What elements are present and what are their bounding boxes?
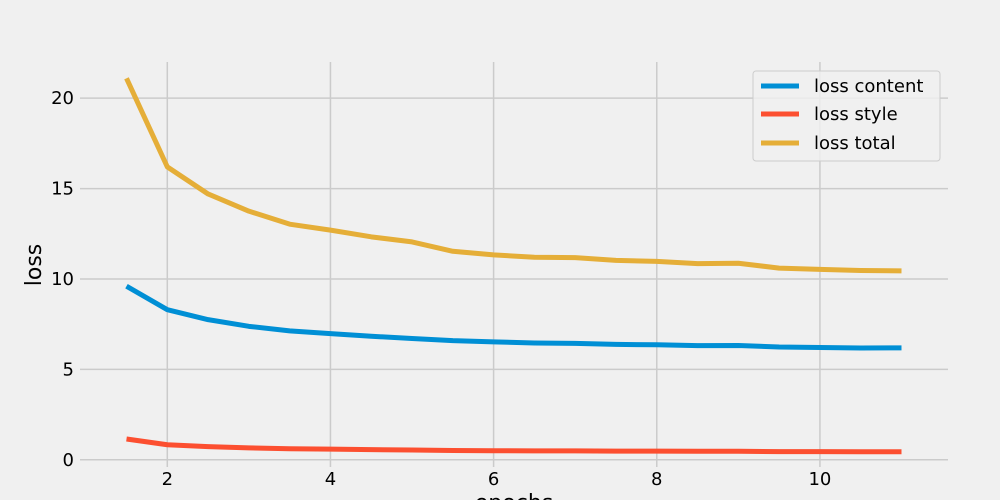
- y-tick-label: 0: [63, 450, 74, 471]
- y-tick-label: 15: [51, 179, 74, 200]
- series-line-loss-style: [126, 436, 902, 455]
- y-axis-label: loss: [22, 244, 47, 287]
- series-lines: [124, 77, 902, 455]
- y-tick-label: 5: [63, 359, 74, 380]
- x-tick-labels: 2 4 6 8 10: [162, 469, 832, 490]
- x-tick-label: 6: [488, 469, 499, 490]
- series-line-loss-content: [125, 284, 902, 351]
- legend-label-loss-total: loss total: [814, 133, 896, 154]
- y-tick-label: 20: [51, 88, 74, 109]
- series-line-loss-total: [124, 77, 902, 274]
- x-tick-label: 2: [162, 469, 173, 490]
- x-axis-label: epochs: [475, 491, 553, 500]
- x-tick-label: 10: [808, 469, 831, 490]
- x-tick-label: 8: [651, 469, 662, 490]
- legend-label-loss-content: loss content: [814, 76, 923, 97]
- legend: loss content loss style loss total: [752, 70, 941, 162]
- y-tick-label: 10: [51, 269, 74, 290]
- legend-label-loss-style: loss style: [814, 104, 898, 125]
- x-tick-label: 4: [325, 469, 336, 490]
- legend-box: [752, 70, 941, 162]
- y-tick-labels: 0 5 10 15 20: [51, 88, 74, 471]
